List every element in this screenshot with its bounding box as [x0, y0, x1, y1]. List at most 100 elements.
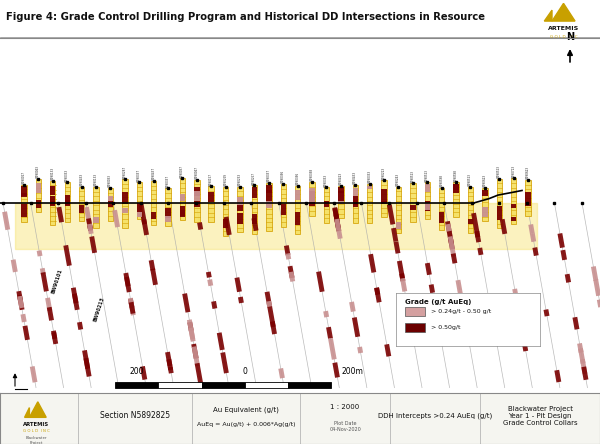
Bar	[295, 212, 300, 226]
Bar	[165, 189, 170, 226]
Bar	[338, 187, 344, 202]
Text: W990423: W990423	[339, 172, 343, 185]
Bar	[410, 183, 416, 222]
Bar	[511, 217, 517, 221]
Bar	[439, 188, 445, 230]
Bar	[454, 182, 459, 217]
Bar	[425, 182, 430, 219]
Text: W990047: W990047	[195, 166, 199, 179]
Text: W990598: W990598	[440, 174, 443, 187]
Polygon shape	[15, 203, 537, 249]
Text: G O L D  I N C: G O L D I N C	[23, 429, 49, 433]
Bar	[266, 202, 271, 208]
Text: Plot Date
04-Nov-2020: Plot Date 04-Nov-2020	[329, 421, 361, 432]
Text: W990523: W990523	[411, 170, 415, 182]
Bar	[454, 184, 459, 190]
Bar	[425, 184, 430, 192]
Bar	[50, 196, 55, 205]
Text: Section N5892825: Section N5892825	[100, 412, 170, 420]
Bar	[50, 186, 55, 195]
Bar	[108, 202, 113, 207]
Text: Figure 4: Grade Control Drilling Program and Historical DD Intersections in Reso: Figure 4: Grade Control Drilling Program…	[6, 12, 485, 22]
Text: W990433: W990433	[80, 173, 83, 186]
Text: W990523: W990523	[497, 165, 501, 178]
Text: W990259: W990259	[224, 173, 227, 186]
Text: W990337: W990337	[166, 174, 170, 188]
Bar	[36, 178, 41, 212]
Text: W990133: W990133	[94, 173, 98, 186]
Text: W990337: W990337	[267, 169, 271, 182]
Bar	[338, 193, 344, 203]
Bar	[310, 188, 315, 202]
Bar	[202, 382, 245, 388]
Bar	[338, 186, 344, 218]
Bar	[295, 186, 300, 234]
Bar	[180, 206, 185, 217]
Bar	[353, 200, 358, 207]
Text: W990623: W990623	[483, 174, 487, 187]
Text: ARTEMIS: ARTEMIS	[23, 422, 49, 427]
Bar	[158, 382, 202, 388]
Text: W990287: W990287	[123, 166, 127, 179]
Bar	[511, 203, 517, 208]
Bar	[482, 190, 488, 196]
Text: W990333: W990333	[325, 173, 328, 186]
Bar	[252, 187, 257, 198]
Bar	[252, 214, 257, 224]
Text: > 0.24g/t - 0.50 g/t: > 0.24g/t - 0.50 g/t	[431, 309, 491, 314]
Text: 200m: 200m	[342, 367, 364, 376]
Bar	[94, 187, 98, 228]
Text: W990033: W990033	[109, 174, 112, 187]
Bar	[310, 200, 315, 206]
Polygon shape	[25, 408, 29, 417]
Bar	[382, 189, 387, 202]
Bar	[497, 206, 502, 220]
Bar	[50, 201, 55, 206]
Text: W990398: W990398	[310, 168, 314, 182]
Text: AuEq = Au(g/t) + 0.006*Ag(g/t): AuEq = Au(g/t) + 0.006*Ag(g/t)	[197, 422, 295, 427]
Bar	[425, 203, 430, 210]
Bar	[209, 186, 214, 222]
Text: W990437: W990437	[152, 167, 155, 180]
Text: W990396: W990396	[281, 170, 285, 183]
Text: W990233: W990233	[238, 173, 242, 186]
Text: Au Equivalent (g/t): Au Equivalent (g/t)	[213, 406, 279, 412]
Bar	[165, 216, 170, 222]
Bar	[180, 178, 185, 220]
Bar	[151, 181, 156, 225]
Text: N: N	[566, 32, 574, 42]
Bar	[65, 182, 70, 222]
Bar	[65, 200, 70, 206]
Bar	[36, 183, 41, 193]
Bar	[50, 181, 55, 225]
Bar	[245, 382, 288, 388]
Bar	[396, 186, 401, 233]
Text: > 0.50g/t: > 0.50g/t	[431, 325, 460, 330]
Bar	[353, 196, 358, 206]
Text: W990337: W990337	[137, 168, 141, 182]
Bar	[209, 192, 214, 202]
Text: W990333: W990333	[65, 168, 69, 182]
Bar	[439, 212, 445, 223]
Bar	[353, 187, 358, 200]
Bar	[180, 194, 185, 201]
Bar	[266, 183, 271, 231]
Bar	[353, 185, 358, 222]
Text: DDH Intercepts >0.24 AuEq (g/t): DDH Intercepts >0.24 AuEq (g/t)	[378, 412, 492, 419]
Text: 200: 200	[130, 367, 144, 376]
Text: W990523: W990523	[425, 169, 429, 182]
Text: BW90101: BW90101	[50, 268, 64, 294]
Bar	[194, 187, 199, 196]
Bar	[252, 186, 257, 234]
Polygon shape	[552, 4, 575, 21]
Bar	[266, 190, 271, 202]
Polygon shape	[29, 402, 46, 417]
Bar	[122, 191, 128, 204]
Bar	[238, 205, 242, 211]
Text: W990433: W990433	[353, 171, 357, 184]
Bar	[482, 188, 488, 221]
Bar	[22, 193, 27, 197]
Bar	[22, 186, 27, 196]
Text: W990257: W990257	[253, 172, 256, 185]
Bar	[526, 192, 531, 206]
